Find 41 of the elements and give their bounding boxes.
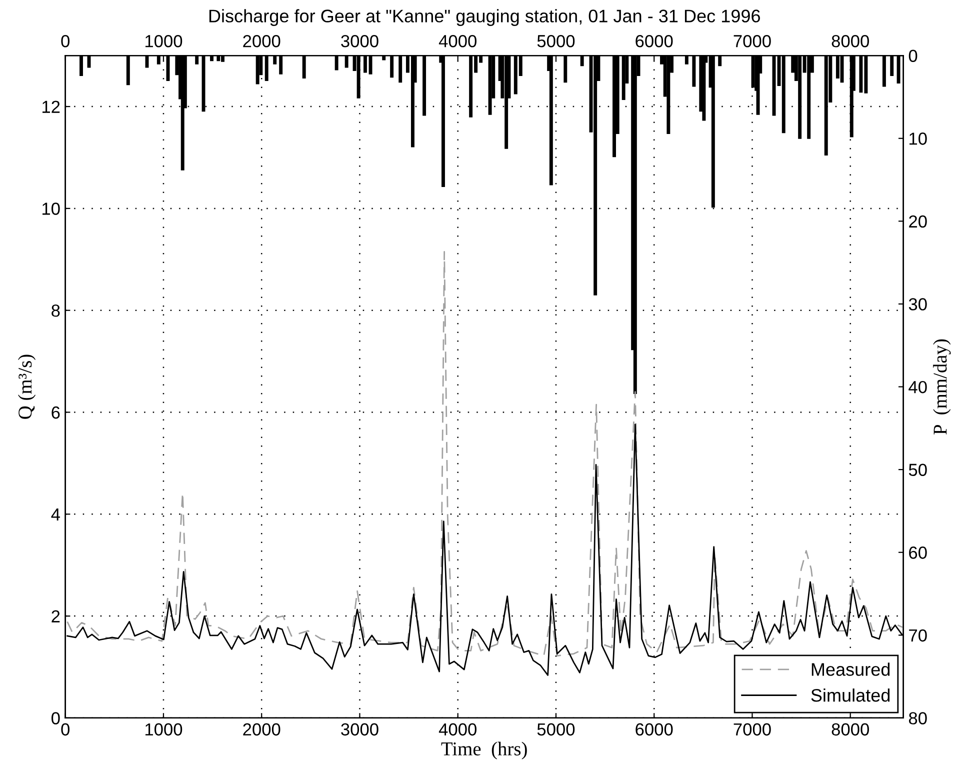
legend-label: Measured [812,662,890,676]
y2-tick-label: 0 [908,50,918,62]
y-tick-label: 2 [52,610,60,622]
x2-tick-label: 1000 [145,35,182,48]
y-tick-label: 8 [52,304,60,317]
chart-title: Discharge for Geer at "Kanne" gauging station, 01 Jan - 31 Dec 1996 [209,9,760,26]
y2-tick-label: 60 [909,546,927,559]
y-tick-label: 0 [52,712,60,724]
y2-tick-label: 30 [908,298,927,310]
x-tick-label: 6000 [636,723,673,736]
y2-tick-label: 50 [908,464,927,476]
y2-tick-label: 40 [908,380,927,394]
x2-tick-label: 8000 [832,35,869,48]
line-series [66,251,904,656]
x-tick-label: 1000 [145,723,182,736]
y-tick-label: 10 [42,202,60,215]
x2-tick-label: 3000 [341,35,378,48]
x-tick-label: 7000 [734,723,771,736]
legend-label: Simulated [811,688,890,702]
x-axis-title: Time (hrs) [441,742,527,760]
y2-tick-label: 70 [909,629,927,642]
x-tick-label: 0 [61,723,70,736]
x-tick-label: 8000 [832,723,869,736]
y-axis-title: Q (m³/s) [18,354,36,419]
x2-tick-label: 2000 [243,35,280,48]
y2-tick-label: 10 [910,132,927,145]
x-tick-label: 3000 [341,723,378,736]
y-tick-label: 6 [52,406,60,419]
y2-tick-label: 20 [909,215,927,228]
y2-axis-title: P (mm/day) [933,339,951,434]
x2-tick-label: 5000 [537,35,575,48]
x-tick-label: 5000 [537,723,575,736]
x-tick-label: 4000 [438,723,476,736]
x2-tick-label: 0 [61,35,70,48]
x-tick-label: 2000 [243,723,280,736]
x2-tick-label: 6000 [636,35,673,48]
y-tick-label: 4 [51,508,60,520]
y2-tick-label: 80 [908,712,927,724]
x2-tick-label: 4000 [438,35,476,48]
y-tick-label: 12 [42,100,60,113]
x2-tick-label: 7000 [734,35,771,48]
